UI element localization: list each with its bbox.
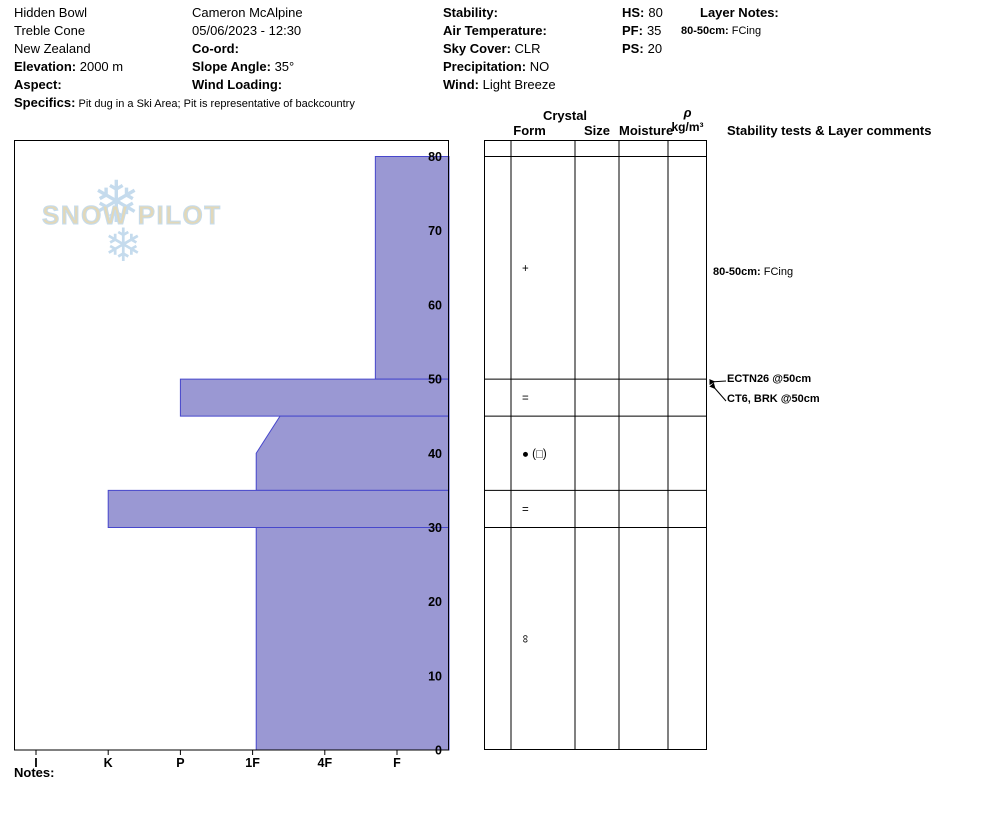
svg-text:+: + xyxy=(522,263,529,275)
slope-angle: Slope Angle: 35° xyxy=(192,58,303,76)
svg-text:F: F xyxy=(393,756,401,770)
specifics: Specifics: Pit dug in a Ski Area; Pit is… xyxy=(14,94,355,113)
hs: HS: 80 xyxy=(622,4,663,22)
sky-cover-value: CLR xyxy=(510,41,541,56)
slope-angle-label: Slope Angle: xyxy=(192,59,271,74)
density-symbol-header: ρ xyxy=(683,105,692,120)
size-header: Size xyxy=(583,123,610,138)
slope-angle-value: 35° xyxy=(270,59,295,74)
snowpilot-logo: ❄ ❄ SNOW PILOT xyxy=(40,174,221,278)
location-name: Hidden Bowl xyxy=(14,5,87,20)
svg-text:P: P xyxy=(176,756,184,770)
hardness-profile-chart: 0 10 20 30 40 50 60 70 80 I K P 1F 4F F xyxy=(14,140,450,770)
svg-text:1F: 1F xyxy=(245,756,260,770)
air-temperature: Air Temperature: xyxy=(443,22,556,40)
elevation: Elevation: 2000 m xyxy=(14,58,355,76)
snowflake-icon: ❄ xyxy=(104,219,143,271)
layer-note-summary: 80-50cm: FCing xyxy=(681,25,761,37)
ps-label: PS: xyxy=(622,41,644,56)
svg-text:K: K xyxy=(104,756,113,770)
svg-text:4F: 4F xyxy=(318,756,333,770)
stability-label: Stability: xyxy=(443,5,498,20)
sky-cover: Sky Cover: CLR xyxy=(443,40,556,58)
precipitation-label: Precipitation: xyxy=(443,59,527,74)
annotation-arrows xyxy=(709,379,727,402)
country-name: New Zealand xyxy=(14,41,91,56)
layer-note-depth: 80-50cm: xyxy=(681,25,729,37)
layer-comment-text: FCing xyxy=(760,266,794,278)
layer-comment: 80-50cm: FCing xyxy=(713,266,793,278)
svg-text:∞: ∞ xyxy=(519,635,531,643)
moisture-header: Moisture xyxy=(619,123,674,138)
svg-text:=: = xyxy=(522,504,529,516)
stability-test-1: ECTN26 @50cm xyxy=(727,373,812,385)
svg-text:0: 0 xyxy=(435,744,442,758)
header-col-measures: HS: 80 PF: 35 PS: 20 xyxy=(622,4,663,58)
wind-value: Light Breeze xyxy=(478,77,556,92)
wind-label: Wind: xyxy=(443,77,479,92)
snowflake-icon: ❄ xyxy=(92,170,141,235)
area-name: Treble Cone xyxy=(14,23,86,38)
specifics-label: Specifics: xyxy=(14,95,76,110)
pit-datetime: 05/06/2023 - 12:30 xyxy=(192,23,302,38)
svg-text:40: 40 xyxy=(428,447,442,461)
elevation-label: Elevation: xyxy=(14,59,77,74)
hs-value: 80 xyxy=(648,5,663,20)
header-col-observer: Cameron McAlpine 05/06/2023 - 12:30 Co-o… xyxy=(192,4,303,94)
svg-text:80: 80 xyxy=(428,150,442,164)
observer-name: Cameron McAlpine xyxy=(192,5,303,20)
specifics-value: Pit dug in a Ski Area; Pit is representa… xyxy=(75,98,355,110)
sky-cover-label: Sky Cover: xyxy=(443,41,511,56)
layer-comment-depth: 80-50cm: xyxy=(713,266,761,278)
svg-text:70: 70 xyxy=(428,224,442,238)
comments-header: Stability tests & Layer comments xyxy=(727,123,932,138)
wind: Wind: Light Breeze xyxy=(443,76,556,94)
air-temperature-label: Air Temperature: xyxy=(443,23,547,38)
stability-test-2: CT6, BRK @50cm xyxy=(727,393,820,405)
svg-text:● (□): ● (□) xyxy=(522,448,547,460)
coordinates-label: Co-ord: xyxy=(192,41,239,56)
crystal-header: Crystal xyxy=(542,108,588,123)
notes-label: Notes: xyxy=(14,765,55,780)
layer-notes-header: Layer Notes: xyxy=(700,5,779,20)
watermark-text: SNOW PILOT xyxy=(42,200,222,231)
svg-text:50: 50 xyxy=(428,373,442,387)
svg-text:10: 10 xyxy=(428,669,442,683)
pf: PF: 35 xyxy=(622,22,663,40)
ps: PS: 20 xyxy=(622,40,663,58)
precipitation-value: NO xyxy=(526,59,550,74)
svg-text:=: = xyxy=(522,393,529,405)
svg-text:30: 30 xyxy=(428,521,442,535)
elevation-value: 2000 m xyxy=(76,59,124,74)
svg-text:I: I xyxy=(34,756,37,770)
stability: Stability: xyxy=(443,4,556,22)
aspect-label: Aspect: xyxy=(14,77,62,92)
precipitation: Precipitation: NO xyxy=(443,58,556,76)
form-header: Form xyxy=(513,123,546,138)
header-col-location: Hidden Bowl Treble Cone New Zealand Elev… xyxy=(14,4,355,113)
coordinates: Co-ord: xyxy=(192,40,303,58)
svg-text:20: 20 xyxy=(428,595,442,609)
crystal-grid: + = ● (□) = ∞ xyxy=(484,140,707,750)
header-col-conditions: Stability: Air Temperature: Sky Cover: C… xyxy=(443,4,556,94)
pf-label: PF: xyxy=(622,23,643,38)
wind-loading: Wind Loading: xyxy=(192,76,303,94)
wind-loading-label: Wind Loading: xyxy=(192,77,283,92)
pf-value: 35 xyxy=(646,23,662,38)
layer-note-text: FCing xyxy=(728,25,762,37)
svg-text:60: 60 xyxy=(428,298,442,312)
density-unit-header: kg/m³ xyxy=(671,120,704,134)
hs-label: HS: xyxy=(622,5,645,20)
aspect: Aspect: xyxy=(14,76,355,94)
ps-value: 20 xyxy=(647,41,663,56)
